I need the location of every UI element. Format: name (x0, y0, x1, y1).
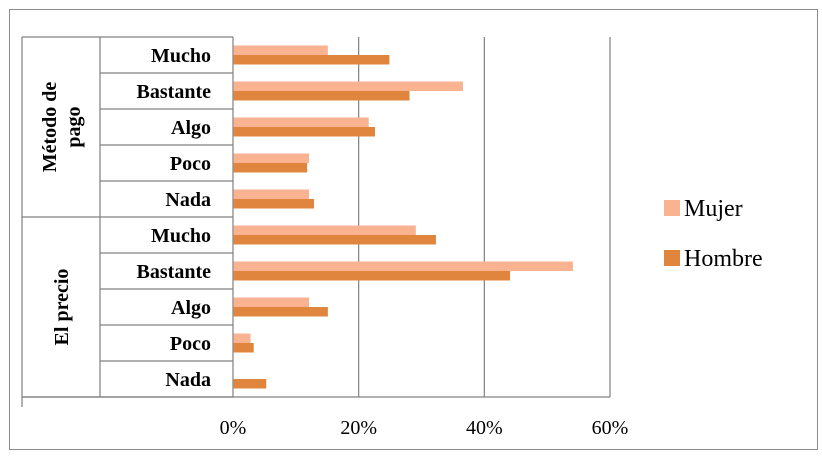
bar-mujer (233, 333, 251, 343)
chart-border (9, 9, 818, 450)
category-label: Nada (165, 189, 211, 211)
category-label: Algo (171, 297, 211, 319)
group-label: Método de (39, 82, 61, 173)
bar-hombre (233, 91, 410, 101)
bar-mujer (233, 225, 416, 235)
legend-swatch-hombre (664, 250, 680, 266)
category-label: Mucho (151, 225, 211, 247)
bar-hombre (233, 55, 390, 65)
bar-mujer (233, 117, 369, 127)
group-label: El precio (51, 269, 73, 346)
bar-hombre (233, 307, 328, 317)
bar-mujer (233, 261, 573, 271)
category-label: Algo (171, 117, 211, 139)
bar-hombre (233, 235, 436, 245)
bar-mujer (233, 81, 463, 91)
legend-swatch-mujer (664, 200, 680, 216)
x-tick-label: 20% (340, 417, 377, 439)
x-tick-label: 0% (220, 417, 247, 439)
legend-label: Mujer (684, 196, 743, 222)
x-tick-label: 40% (466, 417, 503, 439)
x-tick-label: 60% (592, 417, 629, 439)
category-label: Poco (170, 153, 211, 175)
category-label: Nada (165, 369, 211, 391)
bar-hombre (233, 379, 267, 389)
bar-hombre (233, 343, 254, 353)
bar-mujer (233, 297, 309, 307)
bar-hombre (233, 163, 308, 173)
bar-hombre (233, 271, 511, 281)
legend-label: Hombre (684, 246, 763, 272)
bar-hombre (233, 199, 315, 209)
bar-mujer (233, 45, 328, 55)
bar-mujer (233, 189, 309, 199)
bar-hombre (233, 127, 375, 137)
category-label: Bastante (137, 81, 212, 103)
category-label: Mucho (151, 45, 211, 67)
bar-mujer (233, 153, 309, 163)
group-label: pago (63, 106, 85, 147)
category-label: Poco (170, 333, 211, 355)
category-label: Bastante (137, 261, 212, 283)
